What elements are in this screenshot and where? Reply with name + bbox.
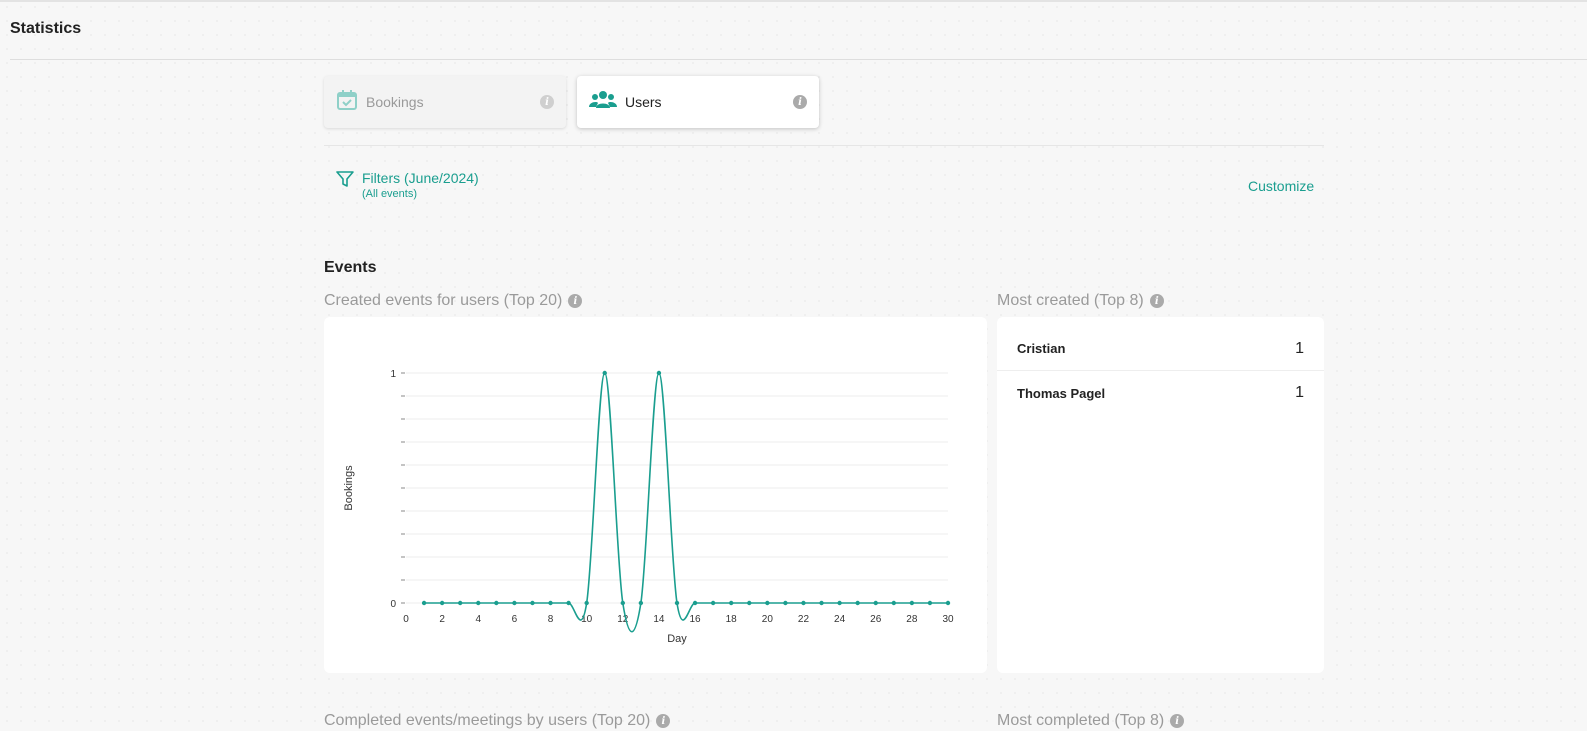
list-item-count: 1 (1295, 339, 1304, 357)
divider (324, 145, 1324, 146)
x-tick-label: 18 (726, 614, 738, 625)
data-point (891, 600, 896, 606)
most-completed-title-text: Most completed (Top 8) (997, 712, 1165, 729)
calendar-check-icon (336, 89, 358, 116)
created-chart-title-text: Created events for users (Top 20) (324, 292, 563, 309)
data-point (747, 600, 752, 606)
divider (10, 59, 1587, 60)
tab-bookings-label: Bookings (366, 94, 424, 110)
data-point (602, 370, 607, 376)
x-tick-label: 24 (834, 614, 846, 625)
x-tick-label: 16 (690, 614, 702, 625)
x-tick-label: 6 (512, 614, 518, 625)
x-tick-label: 14 (653, 614, 665, 625)
filters-label: Filters (June/2024) (362, 170, 479, 186)
filters-button[interactable]: Filters (June/2024) (All events) (336, 170, 479, 200)
data-point (566, 600, 571, 606)
x-tick-label: 10 (581, 614, 593, 625)
list-item-name: Cristian (1017, 341, 1066, 356)
x-tick-label: 30 (942, 614, 954, 625)
data-point (710, 600, 716, 606)
data-point (674, 600, 680, 606)
list-item: Thomas Pagel 1 (997, 371, 1324, 415)
data-point (421, 600, 427, 606)
data-point (855, 600, 860, 606)
x-tick-label: 12 (617, 614, 629, 625)
data-point (530, 600, 535, 606)
completed-chart-title-text: Completed events/meetings by users (Top … (324, 712, 651, 729)
info-icon[interactable]: i (1149, 294, 1164, 308)
top-border (0, 0, 1587, 2)
data-point (494, 600, 499, 606)
y-axis-label: Bookings (343, 465, 355, 511)
tab-users[interactable]: Users i (577, 76, 819, 128)
filters-sublabel: (All events) (362, 188, 418, 200)
x-tick-label: 4 (475, 614, 481, 625)
x-tick-label: 26 (870, 614, 882, 625)
data-point (765, 600, 770, 606)
data-point (458, 600, 463, 606)
data-point (837, 600, 842, 606)
data-point (620, 600, 625, 606)
list-item: Cristian 1 (997, 327, 1324, 371)
data-point (584, 600, 589, 606)
completed-chart-title: Completed events/meetings by users (Top … (324, 712, 671, 730)
x-axis-label: Day (667, 633, 687, 645)
data-point (819, 600, 824, 606)
x-tick-label: 22 (798, 614, 810, 625)
data-point (692, 600, 698, 606)
data-point (656, 370, 662, 376)
info-icon[interactable]: i (540, 95, 554, 109)
data-point (783, 600, 788, 606)
section-title: Events (324, 259, 377, 276)
data-point (801, 600, 806, 606)
data-point (927, 600, 933, 606)
info-icon[interactable]: i (656, 714, 671, 728)
data-point (548, 600, 553, 606)
list-item-name: Thomas Pagel (1017, 385, 1106, 401)
x-tick-label: 8 (548, 614, 554, 625)
x-tick-label: 28 (906, 614, 918, 625)
most-completed-title: Most completed (Top 8) i (997, 712, 1185, 730)
page-title: Statistics (10, 20, 82, 37)
y-tick-label: 0 (390, 599, 396, 610)
users-icon (589, 89, 617, 116)
filter-icon (336, 170, 354, 193)
most-created-title-text: Most created (Top 8) (997, 292, 1144, 309)
info-icon[interactable]: i (568, 294, 583, 308)
most-created-title: Most created (Top 8) i (997, 292, 1164, 310)
created-events-chart-card: 0 1 0 2 4 6 8 10 12 14 16 18 20 22 24 26 28 30 Day Bookings (324, 317, 987, 673)
data-point (873, 600, 878, 606)
series-line (424, 372, 948, 633)
data-point (945, 600, 951, 606)
most-created-list: Cristian 1 Thomas Pagel 1 (997, 317, 1324, 673)
info-icon[interactable]: i (1170, 714, 1185, 728)
data-point (512, 600, 517, 606)
y-tick-label: 1 (390, 369, 396, 380)
list-item-count: 1 (1295, 384, 1304, 401)
data-point (729, 600, 734, 606)
customize-link[interactable]: Customize (1248, 178, 1315, 194)
x-tick-label: 2 (439, 614, 445, 625)
data-point (909, 600, 915, 606)
tab-users-label: Users (625, 94, 662, 110)
x-tick-label: 0 (403, 614, 409, 625)
data-point (476, 600, 481, 606)
info-icon[interactable]: i (793, 95, 807, 109)
data-point (638, 600, 644, 606)
x-tick-label: 20 (762, 614, 774, 625)
created-chart-title: Created events for users (Top 20) i (324, 292, 583, 310)
data-point (439, 600, 445, 606)
tab-bookings[interactable]: Bookings i (324, 76, 566, 128)
